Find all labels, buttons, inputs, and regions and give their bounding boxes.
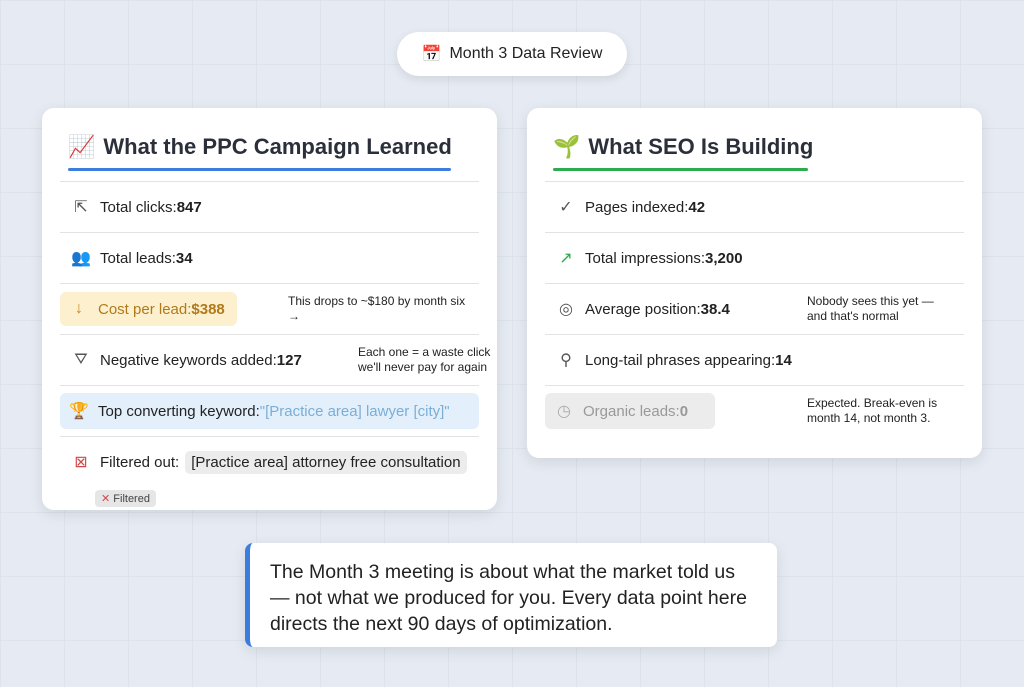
sprout-icon: 🌱 <box>553 134 581 159</box>
page-title: Month 3 Data Review <box>449 45 603 62</box>
target-icon: ◎ <box>559 301 573 318</box>
filtered-badge: ✕ Filtered <box>95 490 156 507</box>
ppc-card: 📈 What the PPC Campaign Learned ⇱ Total cl… <box>42 108 497 510</box>
metric-top-keyword: 🏆 Top converting keyword: "[Practice area… <box>60 385 479 436</box>
summary-quote: The Month 3 meeting is about what the ma… <box>245 543 777 647</box>
metric-organic-leads: ◷ Organic leads: 0 Expected. Break-even is… <box>545 385 964 436</box>
ppc-underline <box>68 168 451 171</box>
metric-filtered-out: ⊠ Filtered out: [Practice area] attorney … <box>60 436 479 487</box>
arrow-down-icon: ↓ <box>75 300 83 317</box>
trend-up-icon: ↗ <box>559 250 573 267</box>
organic-note: Expected. Break-even is month 14, not mo… <box>807 396 938 425</box>
crossed-target-icon: ⊠ <box>74 454 88 471</box>
seo-card: 🌱 What SEO Is Building ✓ Pages indexed: 42… <box>527 108 982 458</box>
metric-average-position: ◎ Average position: 38.4 Nobody sees this … <box>545 283 964 334</box>
x-icon: ✕ <box>101 493 111 505</box>
search-icon: ⚲ <box>560 352 572 369</box>
metric-negative-keywords: ⛛ Negative keywords added: 127 Each one = … <box>60 334 490 385</box>
cursor-icon: ⇱ <box>74 199 88 216</box>
seo-underline <box>553 168 808 171</box>
metric-total-clicks: ⇱ Total clicks: 847 <box>60 181 479 232</box>
metric-cost-per-lead: ↓ Cost per lead: $388 This drops to ~$180 … <box>60 283 479 334</box>
cost-note: This drops to ~$180 by month six → <box>288 294 466 323</box>
trophy-icon: 🏆 <box>69 403 89 420</box>
metric-total-leads: 👥 Total leads: 34 <box>60 232 479 283</box>
clock-icon: ◷ <box>557 403 571 420</box>
check-circle-icon: ✓ <box>559 199 573 216</box>
users-icon: 👥 <box>71 250 91 267</box>
position-note: Nobody sees this yet — and that's normal <box>807 294 934 323</box>
metric-long-tail: ⚲ Long-tail phrases appearing: 14 <box>545 334 964 385</box>
chart-icon: 📈 <box>68 134 96 159</box>
negative-note: Each one = a waste click we'll never pay… <box>358 345 491 374</box>
metric-pages-indexed: ✓ Pages indexed: 42 <box>545 181 964 232</box>
ppc-title: 📈 What the PPC Campaign Learned <box>68 134 452 159</box>
seo-title: 🌱 What SEO Is Building <box>553 134 814 159</box>
metric-impressions: ↗ Total impressions: 3,200 <box>545 232 964 283</box>
calendar-icon: 📅 <box>421 46 442 63</box>
filter-icon: ⛛ <box>74 351 88 368</box>
month-review-pill: 📅 Month 3 Data Review <box>397 32 627 76</box>
